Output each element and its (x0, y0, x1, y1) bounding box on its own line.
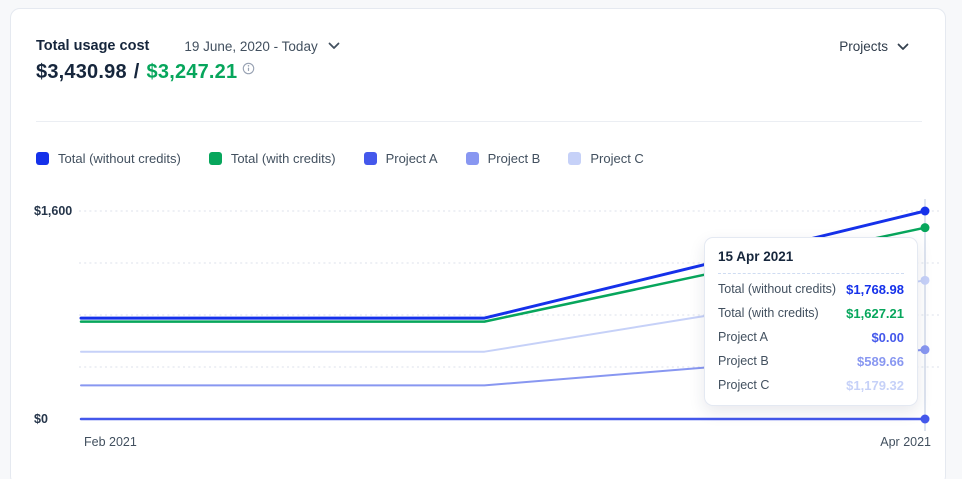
tooltip-row: Project C $1,179.32 (718, 373, 904, 397)
legend-label: Project C (590, 151, 644, 166)
header-divider (36, 121, 922, 122)
date-range-label: 19 June, 2020 - Today (184, 38, 318, 54)
tooltip-row-label: Project C (718, 378, 770, 392)
card-header: Total usage cost 19 June, 2020 - Today (36, 38, 340, 54)
info-icon[interactable] (242, 62, 255, 75)
tooltip-divider (718, 273, 904, 274)
endpoint-dot (920, 345, 930, 355)
legend-item[interactable]: Total (without credits) (36, 151, 181, 166)
tooltip-row-value: $1,179.32 (846, 377, 904, 393)
legend-label: Project B (487, 151, 541, 166)
projects-dropdown[interactable]: Projects (839, 39, 909, 54)
tooltip-row: Project A $0.00 (718, 325, 904, 349)
legend-label: Total (with credits) (230, 151, 336, 166)
usage-cost-card: Total usage cost 19 June, 2020 - Today P… (10, 8, 946, 479)
tooltip-row-value: $1,768.98 (846, 281, 904, 297)
endpoint-dot (920, 414, 930, 424)
chevron-down-icon (328, 42, 340, 50)
date-range-dropdown[interactable]: 19 June, 2020 - Today (184, 38, 340, 54)
endpoint-dot (920, 206, 930, 216)
legend-swatch-icon (568, 152, 582, 165)
legend-swatch-icon (208, 152, 222, 165)
tooltip-row: Project B $589.66 (718, 349, 904, 373)
tooltip-row-label: Total (with credits) (718, 306, 819, 320)
endpoint-dot (920, 223, 930, 233)
legend-swatch-icon (363, 152, 377, 165)
legend-item[interactable]: Project B (465, 151, 541, 166)
amount-separator: / (133, 61, 140, 83)
page-title: Total usage cost (36, 38, 150, 54)
legend-swatch-icon (465, 152, 479, 165)
legend-label: Project A (385, 151, 438, 166)
legend-label: Total (without credits) (58, 151, 181, 166)
chart-tooltip: 15 Apr 2021 Total (without credits) $1,76… (704, 237, 918, 406)
legend-item[interactable]: Project C (568, 151, 644, 166)
x-tick-apr: Apr 2021 (880, 435, 931, 449)
projects-dropdown-label: Projects (839, 39, 888, 54)
tooltip-row-value: $589.66 (857, 353, 904, 369)
tooltip-row-label: Total (without credits) (718, 282, 837, 296)
tooltip-row-label: Project A (718, 330, 769, 344)
chevron-down-icon (897, 39, 909, 54)
total-cost-summary: $3,430.98 / $3,247.21 (36, 61, 255, 84)
tooltip-row-value: $1,627.21 (846, 305, 904, 321)
legend-swatch-icon (36, 152, 49, 165)
tooltip-rows: Total (without credits) $1,768.98 Total (w… (718, 277, 904, 397)
chart-legend: Total (without credits) Total (with credi… (36, 151, 644, 166)
y-tick-min: $0 (34, 412, 48, 426)
legend-item[interactable]: Total (with credits) (208, 151, 336, 166)
tooltip-row: Total (with credits) $1,627.21 (718, 301, 904, 325)
legend-item[interactable]: Project A (363, 151, 438, 166)
tooltip-row-label: Project B (718, 354, 769, 368)
tooltip-row: Total (without credits) $1,768.98 (718, 277, 904, 301)
tooltip-row-value: $0.00 (871, 329, 904, 345)
tooltip-date: 15 Apr 2021 (718, 249, 794, 264)
y-tick-max: $1,600 (34, 204, 72, 218)
endpoint-dot (920, 275, 930, 285)
x-tick-feb: Feb 2021 (84, 435, 137, 449)
total-without-credits-amount: $3,430.98 (36, 61, 127, 83)
total-with-credits-amount: $3,247.21 (146, 61, 238, 83)
